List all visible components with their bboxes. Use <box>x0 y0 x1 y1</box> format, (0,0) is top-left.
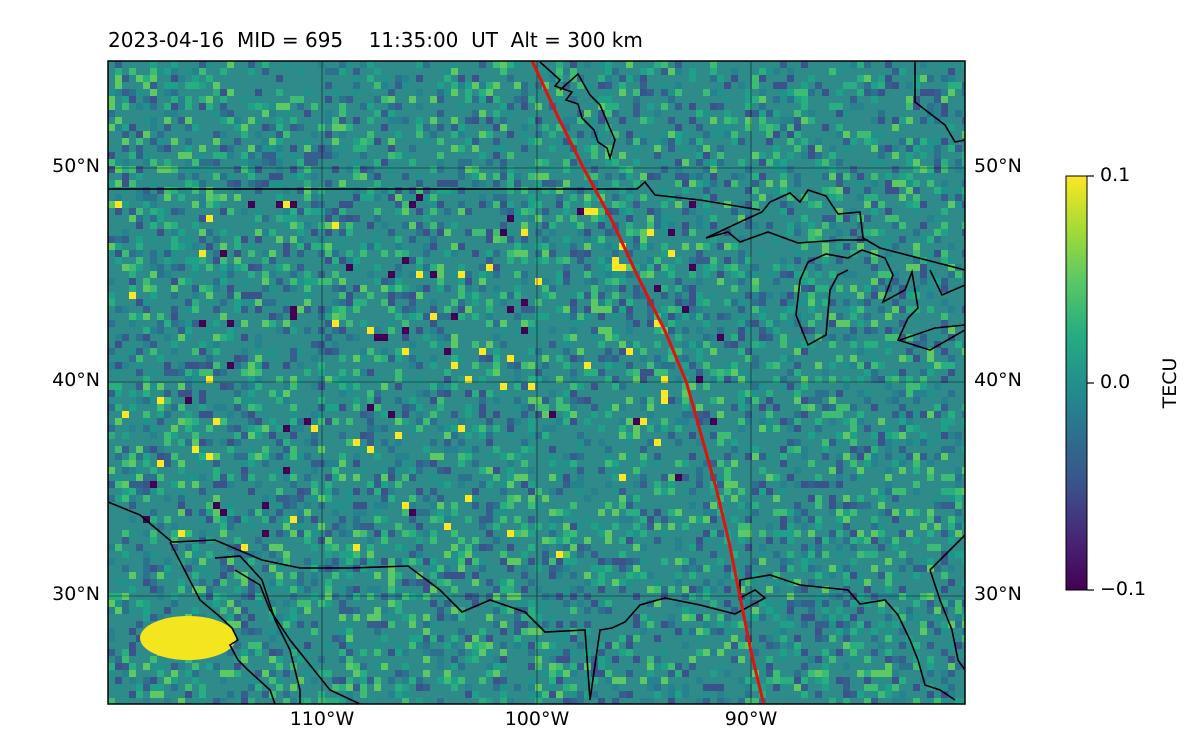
lat-label-right-30: 30°N <box>974 583 1022 605</box>
colorbar-max-label: 0.1 <box>1100 164 1131 186</box>
lat-label-right-50: 50°N <box>974 155 1022 177</box>
lon-label-100: 100°W <box>504 708 570 730</box>
colorbar-mid-label: 0.0 <box>1100 371 1131 393</box>
lat-label-left-40: 40°N <box>52 369 100 391</box>
lon-label-90: 90°W <box>724 708 778 730</box>
tec-cells <box>108 61 965 704</box>
colorbar-min-label: −0.1 <box>1100 578 1147 600</box>
map-frame <box>107 60 966 705</box>
colorbar-title: TECU <box>1159 357 1181 409</box>
lat-label-left-50: 50°N <box>52 155 100 177</box>
colorbar-ticks <box>1087 175 1094 591</box>
lon-label-110: 110°W <box>289 708 355 730</box>
coastlines <box>108 61 965 704</box>
lat-label-right-40: 40°N <box>974 369 1022 391</box>
satellite-track <box>530 61 766 704</box>
graticule <box>108 61 965 704</box>
map-title: 2023-04-16 MID = 695 11:35:00 UT Alt = 3… <box>108 28 643 52</box>
lat-label-left-30: 30°N <box>52 583 100 605</box>
colorbar <box>1065 175 1088 591</box>
